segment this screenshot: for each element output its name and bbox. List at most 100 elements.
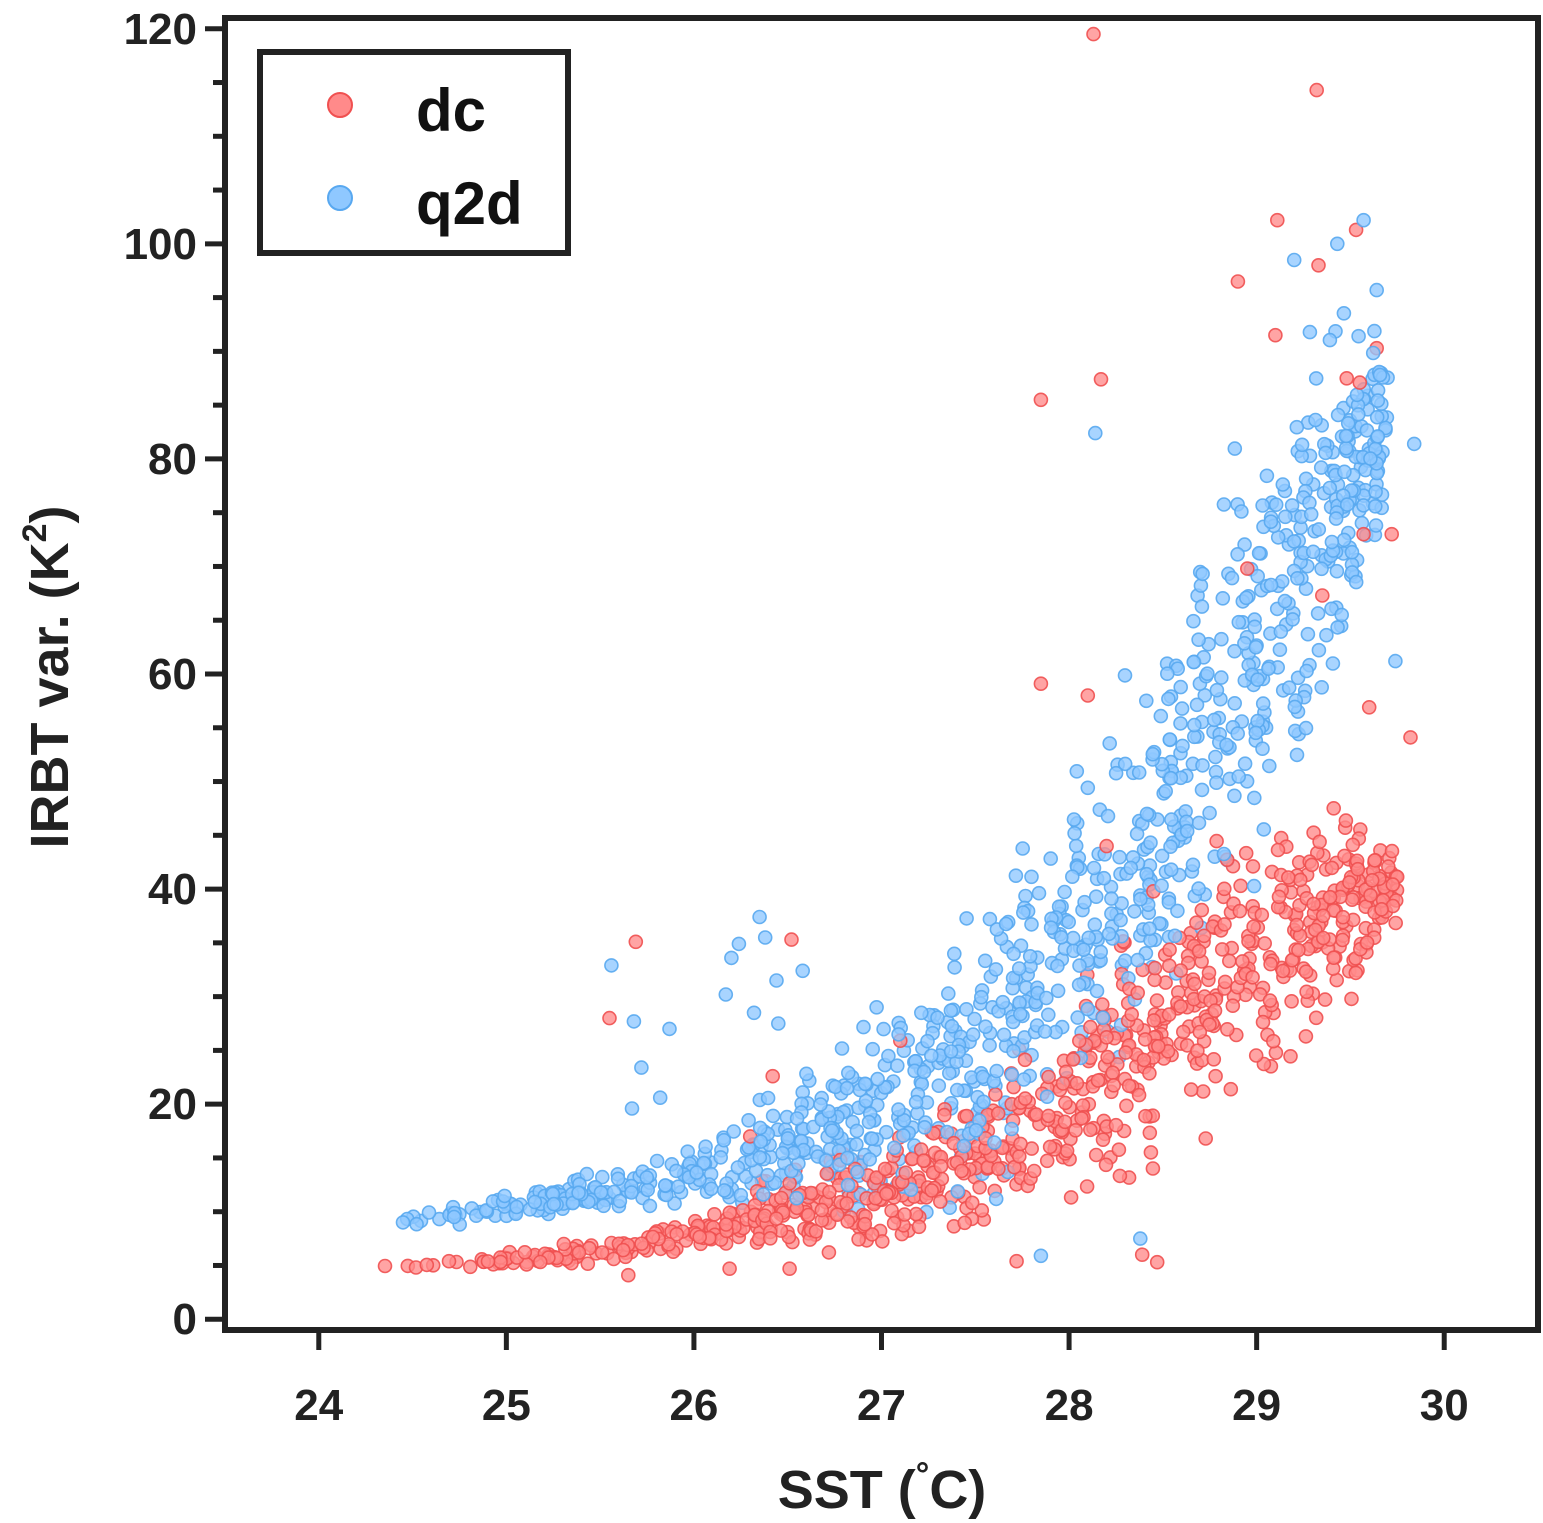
dc-point [1041, 1069, 1056, 1085]
dc-point [532, 1254, 548, 1270]
q2d-point [1368, 518, 1384, 533]
dc-point [954, 1163, 969, 1179]
q2d-point [865, 1041, 881, 1057]
dc-point [1326, 800, 1341, 816]
dc-point [839, 1196, 855, 1211]
dc-point [594, 1245, 610, 1260]
q2d-point [1227, 643, 1242, 659]
q2d-point [1100, 808, 1116, 824]
q2d-point [1329, 563, 1345, 579]
q2d-point [604, 958, 619, 973]
q2d-point [421, 1205, 437, 1220]
dc-point [1083, 1122, 1098, 1138]
q2d-point [1016, 1072, 1032, 1087]
dc-point [1192, 1024, 1208, 1040]
q2d-point [1008, 868, 1024, 884]
q2d-point [956, 1138, 972, 1154]
dc-point [580, 1256, 596, 1271]
q2d-point [1186, 613, 1201, 629]
dc-point [1348, 222, 1364, 238]
q2d-point [1216, 846, 1232, 862]
q2d-point [1231, 614, 1247, 630]
dc-point [1220, 1022, 1235, 1037]
q2d-point [1093, 944, 1108, 960]
q2d-point [1015, 905, 1031, 920]
dc-point [1206, 1052, 1222, 1067]
dc-point [1161, 1007, 1177, 1022]
q2d-point [1037, 1024, 1053, 1039]
q2d-point [959, 911, 974, 926]
q2d-point [1348, 574, 1364, 590]
q2d-point [1255, 696, 1271, 711]
dc-point [1363, 887, 1378, 903]
dc-point [1121, 1078, 1137, 1094]
q2d-point [1356, 212, 1371, 228]
q2d-point [1330, 407, 1346, 423]
q2d-point [1339, 497, 1355, 512]
dc-point [1293, 872, 1308, 888]
dc-point [1322, 889, 1338, 905]
q2d-point [1388, 653, 1403, 669]
q2d-point [1277, 593, 1293, 609]
q2d-point [896, 1128, 911, 1143]
q2d-point [1066, 812, 1082, 827]
x-tick-label: 26 [669, 1381, 718, 1430]
q2d-point [760, 1167, 775, 1183]
q2d-point [1133, 1231, 1148, 1246]
dc-point [441, 1253, 457, 1269]
dc-point [1235, 954, 1250, 969]
q2d-point [1368, 498, 1383, 514]
dc-point [1241, 934, 1256, 949]
q2d-point [1200, 666, 1215, 682]
q2d-point [870, 1071, 885, 1087]
q2d-point [1299, 663, 1314, 679]
dc-point [1350, 861, 1366, 877]
dc-point [1283, 1049, 1298, 1064]
dc-point [1106, 1078, 1121, 1093]
q2d-point [1202, 805, 1217, 821]
dc-point [1068, 1123, 1083, 1138]
q2d-point [1077, 894, 1092, 910]
dc-point [1072, 1033, 1087, 1049]
dc-point [1348, 965, 1364, 981]
dc-point [615, 1242, 631, 1258]
dc-point [722, 1261, 737, 1276]
y-tick-label: 0 [173, 1295, 197, 1344]
q2d-point [1080, 1001, 1096, 1017]
q2d-point [1170, 903, 1185, 919]
x-axis-title: SST (°C) [778, 1456, 987, 1520]
q2d-point [943, 1044, 959, 1059]
dc-point [1195, 1084, 1211, 1099]
q2d-point [652, 1090, 668, 1105]
q2d-point [1033, 1248, 1049, 1264]
q2d-point [731, 936, 747, 952]
q2d-point [1250, 713, 1265, 729]
q2d-point [1139, 693, 1154, 709]
dc-point [1145, 1161, 1161, 1176]
dc-point [718, 1217, 734, 1232]
q2d-point [818, 1153, 834, 1168]
q2d-point [1281, 680, 1297, 696]
dc-point [1026, 1163, 1042, 1179]
q2d-point [1195, 758, 1210, 773]
dc-point [1298, 1029, 1314, 1044]
dc-point [1033, 392, 1049, 408]
dc-point [814, 1202, 830, 1218]
q2d-point [1154, 848, 1170, 864]
q2d-point [998, 916, 1014, 932]
dc-point [1183, 1082, 1199, 1097]
dc-point [1208, 1068, 1223, 1084]
q2d-point [1248, 725, 1264, 741]
dc-point [1189, 915, 1204, 931]
dc-point [1311, 257, 1326, 273]
q2d-point [1050, 983, 1066, 999]
y-tick-label: 20 [148, 1080, 197, 1129]
q2d-point [1322, 480, 1338, 496]
q2d-point [1191, 881, 1206, 896]
dc-point [517, 1245, 533, 1260]
q2d-point [1259, 468, 1275, 484]
q2d-point [1370, 393, 1386, 408]
dc-point [1063, 1190, 1079, 1205]
dc-point [1342, 875, 1357, 890]
q2d-point [668, 1163, 684, 1179]
